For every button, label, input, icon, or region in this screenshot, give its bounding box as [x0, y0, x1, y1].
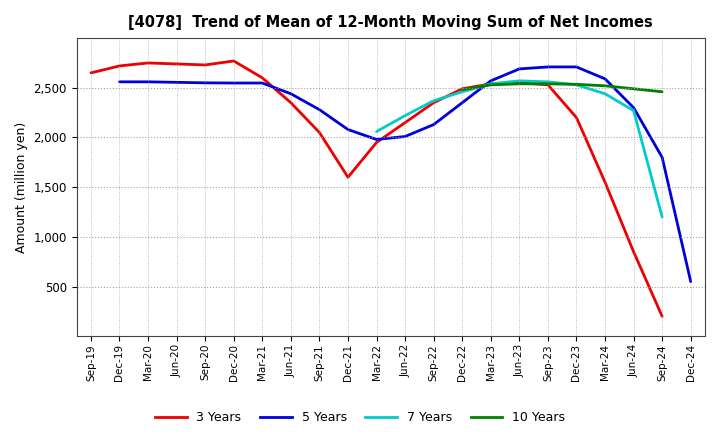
Title: [4078]  Trend of Mean of 12-Month Moving Sum of Net Incomes: [4078] Trend of Mean of 12-Month Moving …: [128, 15, 653, 30]
Y-axis label: Amount (million yen): Amount (million yen): [15, 121, 28, 253]
Legend: 3 Years, 5 Years, 7 Years, 10 Years: 3 Years, 5 Years, 7 Years, 10 Years: [150, 407, 570, 429]
